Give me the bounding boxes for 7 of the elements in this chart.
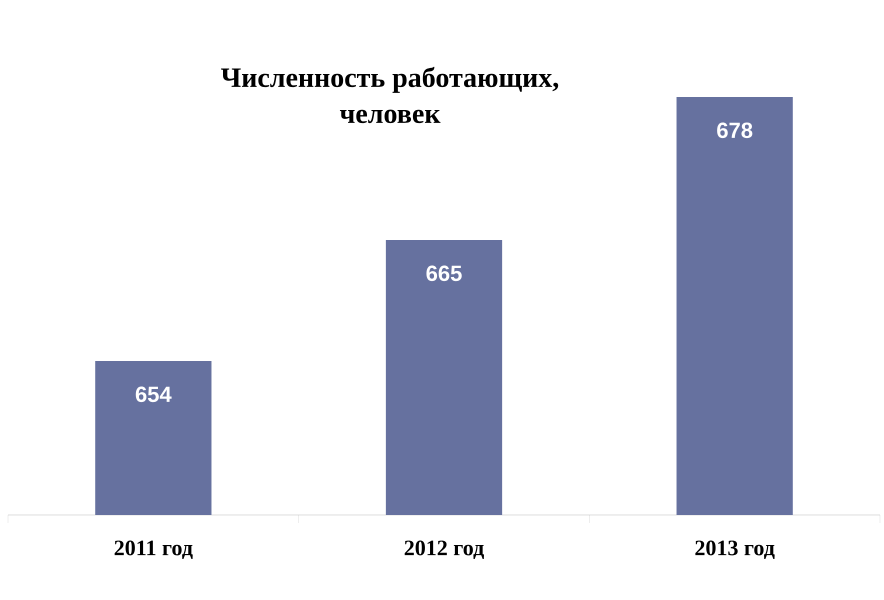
data-label: 665 [426, 266, 462, 282]
x-tick-label: 2011 год [114, 540, 193, 559]
x-tick-label: 2013 год [695, 540, 775, 559]
chart-title: Численность работающих, человек [221, 66, 558, 124]
x-tick-label: 2012 год [404, 540, 484, 559]
data-label: 678 [717, 122, 752, 138]
data-label: 654 [136, 386, 172, 402]
